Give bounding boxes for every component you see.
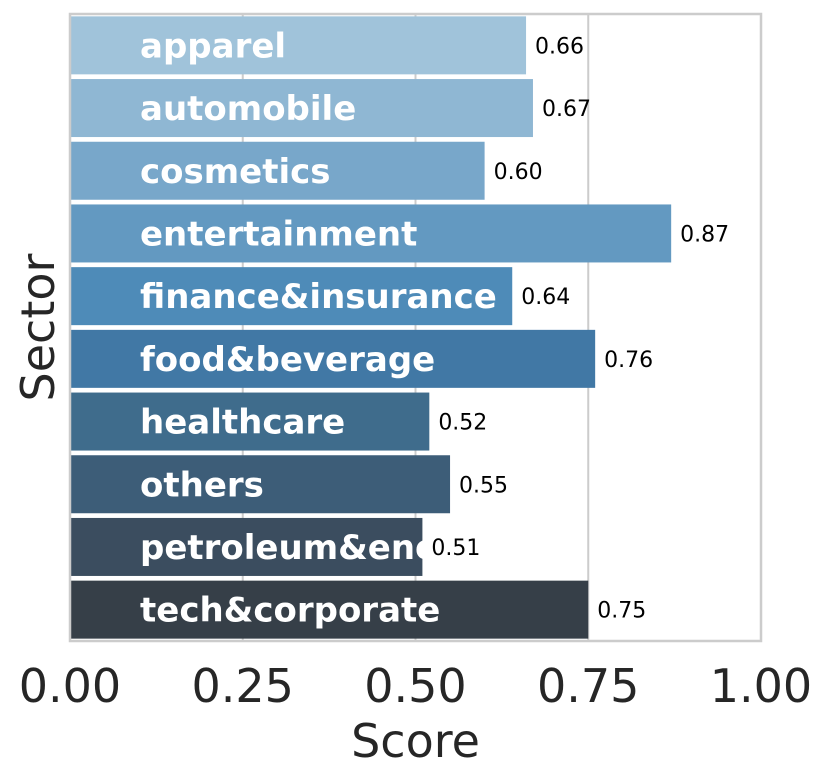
x-tick-label: 0.75 [537,659,639,713]
bar-value-label: 0.52 [438,411,487,436]
bar-category-label: food&beverage [140,340,435,380]
bar-value-label: 0.76 [604,348,653,373]
bar-category-label: apparel [140,26,286,66]
bar [70,79,533,138]
bars: apparel 0.66 automobile 0.67 cosmetics 0.60 en… [70,16,729,639]
bar-value-label: 0.87 [680,222,729,247]
plot-frame [68,12,763,643]
bar-category-label: petroleum&energy [140,528,501,568]
x-tick-label: 0.50 [364,659,466,713]
bar-value-label: 0.60 [494,160,543,185]
bar [70,329,596,388]
bar-category-label: others [140,465,264,505]
x-axis-label: Score [351,714,480,768]
y-axis-label: Sector [11,253,65,401]
bar-value-label: 0.55 [459,473,508,498]
bar-category-label: tech&corporate [140,591,440,631]
bar [70,455,451,514]
x-tick-labels: 0.00 0.25 0.50 0.75 1.00 [19,659,812,713]
bar-category-label: healthcare [140,403,345,443]
x-tick-label: 0.00 [19,659,121,713]
bar [70,16,527,75]
bar-value-label: 0.75 [597,599,646,624]
bar [70,580,589,639]
x-tick-label: 1.00 [710,659,812,713]
bar-value-label: 0.51 [431,536,480,561]
bar [70,141,485,200]
bar [70,267,513,326]
bar-category-label: cosmetics [140,152,331,192]
bar-category-label: automobile [140,89,356,129]
bar-value-label: 0.64 [521,285,570,310]
bar [70,204,672,263]
bar-value-label: 0.67 [542,97,591,122]
bar [70,392,430,451]
bar-value-label: 0.66 [535,34,584,59]
bar-category-label: finance&insurance [140,277,497,317]
bar-category-label: entertainment [140,214,417,254]
x-tick-label: 0.25 [192,659,294,713]
bar [70,517,423,576]
